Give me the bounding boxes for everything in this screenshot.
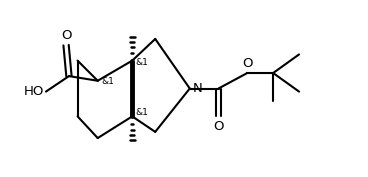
Text: O: O: [242, 57, 252, 70]
Text: O: O: [213, 120, 224, 133]
Text: &1: &1: [135, 108, 148, 117]
Text: HO: HO: [23, 85, 44, 98]
Text: N: N: [193, 82, 203, 95]
Text: O: O: [61, 29, 71, 42]
Text: &1: &1: [135, 58, 148, 67]
Text: &1: &1: [101, 77, 114, 86]
